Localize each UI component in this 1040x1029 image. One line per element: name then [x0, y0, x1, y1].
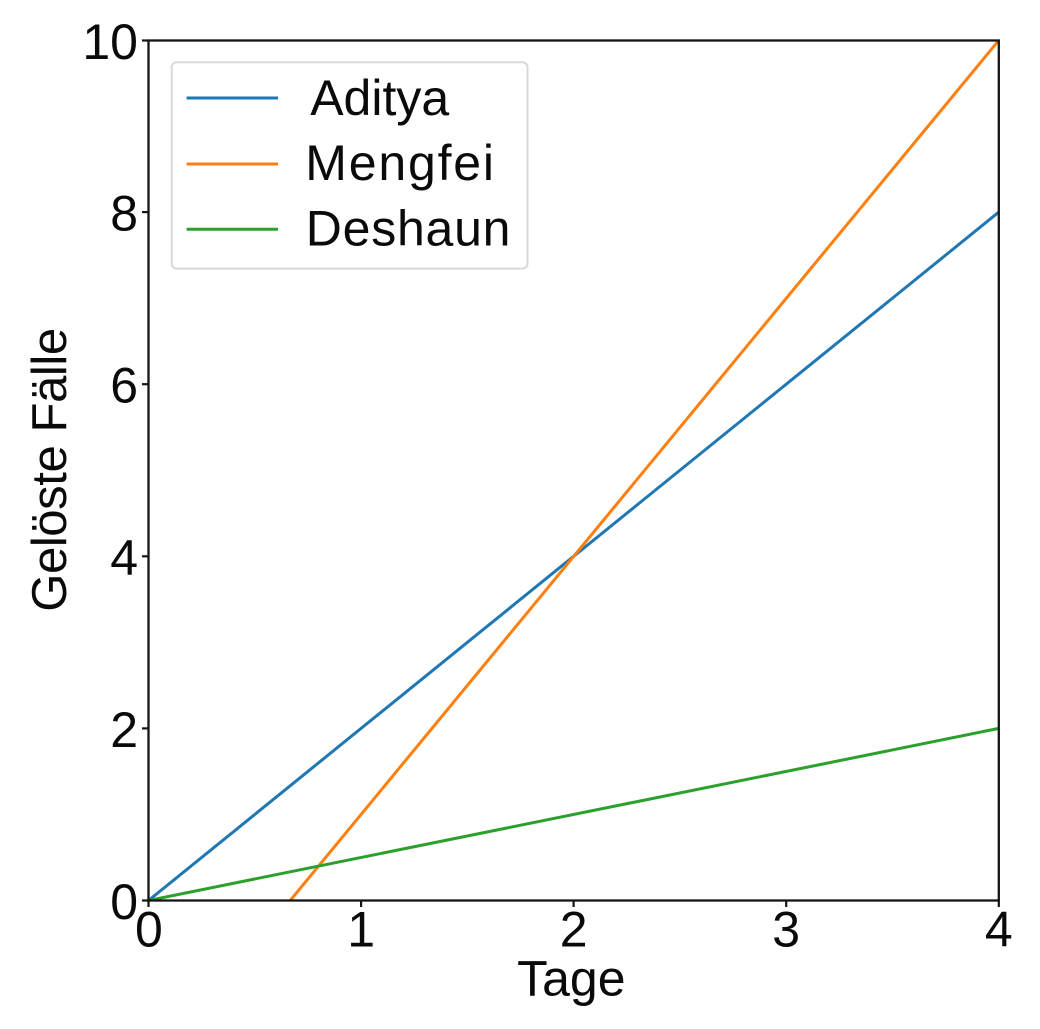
svg-text:10: 10 — [82, 14, 138, 70]
svg-text:Aditya: Aditya — [310, 70, 449, 126]
svg-text:0: 0 — [110, 874, 138, 930]
svg-text:8: 8 — [110, 186, 138, 242]
svg-text:Mengfei: Mengfei — [305, 135, 495, 191]
svg-text:2: 2 — [110, 702, 138, 758]
svg-text:Tage: Tage — [517, 950, 625, 1006]
svg-text:Deshaun: Deshaun — [306, 200, 511, 256]
svg-text:3: 3 — [772, 902, 800, 958]
svg-text:4: 4 — [985, 902, 1013, 958]
svg-text:6: 6 — [110, 358, 138, 414]
svg-text:0: 0 — [135, 902, 163, 958]
svg-text:Gelöste Fälle: Gelöste Fälle — [23, 328, 77, 612]
svg-text:2: 2 — [560, 902, 588, 958]
svg-text:1: 1 — [347, 902, 375, 958]
svg-text:4: 4 — [110, 530, 138, 586]
